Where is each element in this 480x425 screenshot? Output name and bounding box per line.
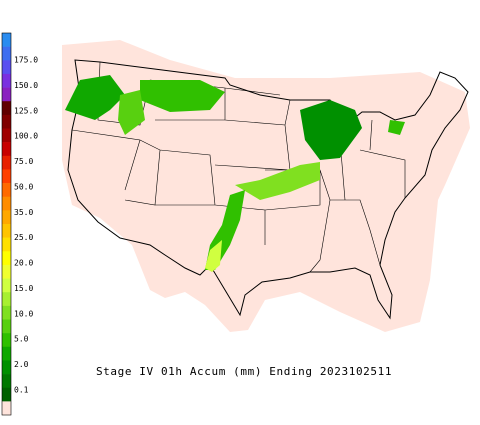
legend-label: 2.0 xyxy=(14,360,29,369)
map-title: Stage IV 01h Accum (mm) Ending 202310251… xyxy=(96,365,392,378)
legend-label: 35.0 xyxy=(14,208,33,217)
legend-label: 125.0 xyxy=(14,106,38,115)
legend-label: 0.1 xyxy=(14,386,29,395)
legend-swatch xyxy=(2,264,11,279)
legend-swatch xyxy=(2,196,11,211)
legend-swatch xyxy=(2,360,11,375)
legend-swatch xyxy=(2,87,11,102)
legend-swatch xyxy=(2,333,11,348)
legend-swatch xyxy=(2,374,11,389)
legend-swatch xyxy=(2,251,11,266)
legend-label: 10.0 xyxy=(14,309,33,318)
legend-label: 25.0 xyxy=(14,233,33,242)
legend: 175.0 150.0 125.0 100.0 75.0 50.0 35.0 25.0 20.0… xyxy=(1,32,38,416)
legend-swatch xyxy=(2,387,11,402)
legend-swatch xyxy=(2,33,11,47)
legend-swatch xyxy=(2,114,11,129)
legend-label: 175.0 xyxy=(14,56,38,65)
legend-label: 75.0 xyxy=(14,157,33,166)
legend-frame xyxy=(1,32,12,416)
legend-swatch xyxy=(2,224,11,238)
legend-swatch xyxy=(2,346,11,361)
legend-swatch xyxy=(2,319,11,334)
legend-label: 150.0 xyxy=(14,81,38,90)
legend-swatch xyxy=(2,292,11,307)
legend-swatch xyxy=(2,401,11,416)
legend-swatch xyxy=(2,169,11,184)
legend-swatch xyxy=(2,128,11,143)
legend-label: 20.0 xyxy=(14,259,33,268)
legend-swatch xyxy=(2,60,11,75)
precipitation xyxy=(65,75,405,272)
legend-label: 15.0 xyxy=(14,284,33,293)
legend-label: 50.0 xyxy=(14,182,33,191)
legend-label: 100.0 xyxy=(14,132,38,141)
legend-swatch xyxy=(2,183,11,198)
legend-swatch xyxy=(2,155,11,170)
legend-swatch xyxy=(2,142,11,157)
legend-swatch xyxy=(2,73,11,88)
legend-label: 5.0 xyxy=(14,335,29,344)
legend-swatch xyxy=(2,278,11,293)
legend-swatch xyxy=(2,210,11,225)
state-lines xyxy=(71,61,406,273)
legend-swatch xyxy=(2,237,11,252)
legend-swatch xyxy=(2,101,11,116)
legend-swatch xyxy=(2,46,11,61)
legend-swatch xyxy=(2,305,11,320)
